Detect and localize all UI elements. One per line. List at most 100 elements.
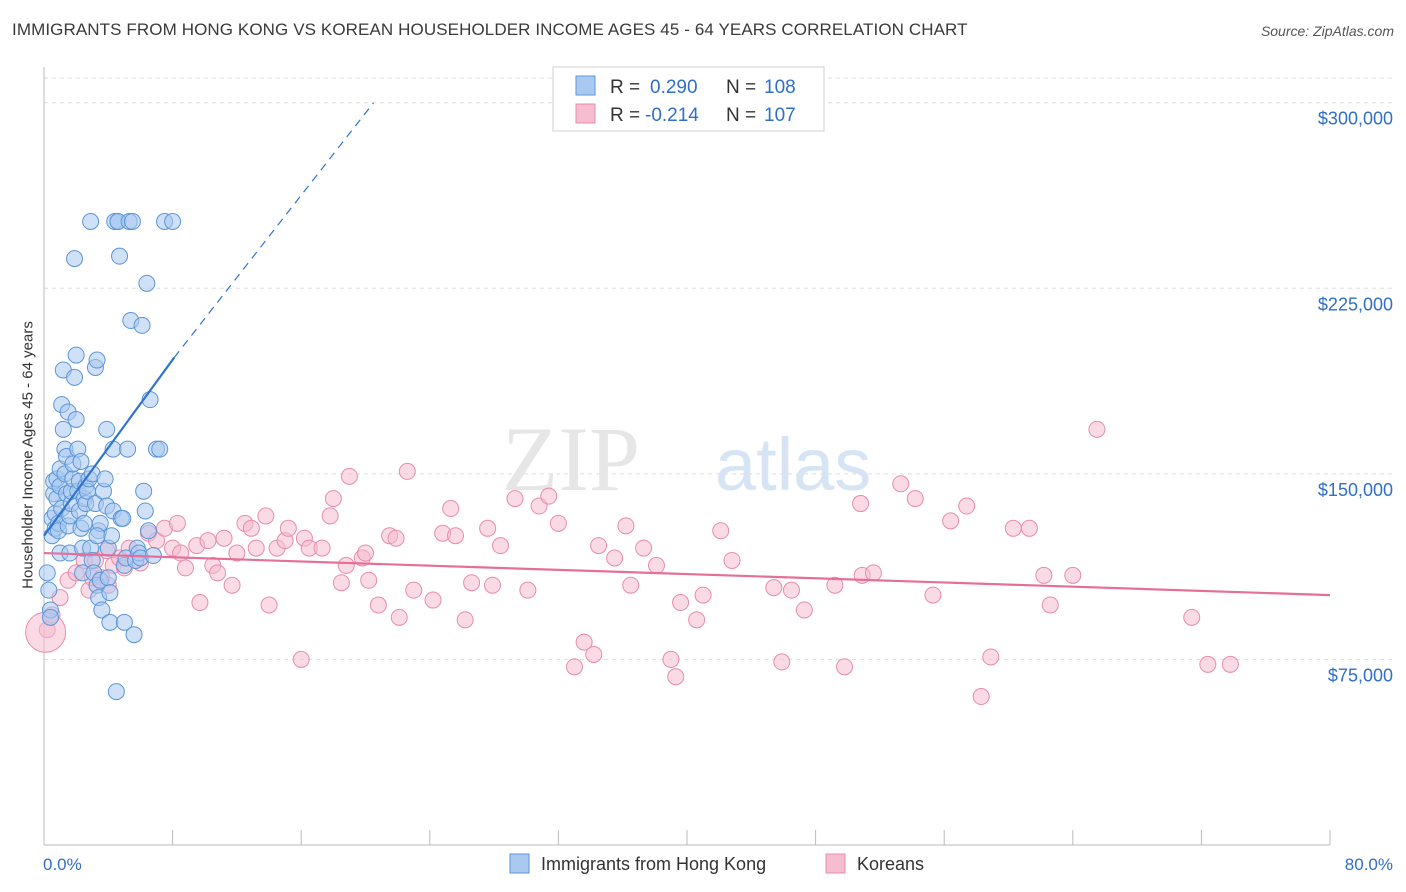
koreans-point bbox=[662, 650, 680, 668]
koreans-point bbox=[337, 556, 355, 574]
legend-swatch-hong-kong bbox=[509, 853, 530, 874]
hong-kong-point bbox=[133, 316, 151, 334]
grid-lines bbox=[44, 77, 1393, 660]
koreans-point bbox=[723, 551, 741, 569]
koreans-point bbox=[242, 519, 260, 537]
koreans-point bbox=[456, 611, 474, 629]
koreans-point bbox=[892, 475, 910, 493]
koreans-point bbox=[1035, 566, 1053, 584]
koreans-point bbox=[1221, 655, 1239, 673]
hong-kong-point bbox=[54, 420, 72, 438]
hong-kong-point bbox=[75, 514, 93, 532]
koreans-point bbox=[332, 574, 350, 592]
koreans-point bbox=[257, 507, 275, 525]
hong-kong-point bbox=[88, 351, 106, 369]
hong-kong-point bbox=[138, 274, 156, 292]
koreans-point bbox=[215, 529, 233, 547]
koreans-point bbox=[982, 648, 1000, 666]
koreans-point bbox=[369, 596, 387, 614]
koreans-point bbox=[575, 633, 593, 651]
hong-kong-point bbox=[119, 440, 137, 458]
stats-legend-blue-swatch bbox=[575, 75, 596, 96]
stats-r-label-blue: R = bbox=[610, 77, 640, 98]
koreans-point bbox=[672, 594, 690, 612]
stats-legend-pink-swatch bbox=[575, 103, 596, 124]
hong-kong-point bbox=[115, 613, 133, 631]
hong-kong-point bbox=[151, 440, 169, 458]
stats-r-value-pink: -0.214 bbox=[645, 105, 699, 126]
x-tick-label-max: 80.0% bbox=[1345, 855, 1393, 874]
koreans-trend-line bbox=[43, 551, 1331, 597]
hong-kong-point bbox=[66, 250, 84, 268]
series-legend: Immigrants from Hong Kong Koreans bbox=[509, 853, 924, 874]
hong-kong-point bbox=[123, 213, 141, 231]
hong-kong-point bbox=[93, 601, 111, 619]
koreans-point bbox=[390, 608, 408, 626]
hong-kong-point bbox=[139, 522, 157, 540]
hong-kong-point bbox=[107, 683, 125, 701]
hong-kong-point bbox=[125, 626, 143, 644]
koreans-point bbox=[463, 574, 481, 592]
koreans-point bbox=[483, 576, 501, 594]
koreans-point bbox=[622, 576, 640, 594]
koreans-point bbox=[1041, 596, 1059, 614]
koreans-point bbox=[540, 487, 558, 505]
koreans-point bbox=[958, 497, 976, 515]
chart-title: IMMIGRANTS FROM HONG KONG VS KOREAN HOUS… bbox=[12, 20, 968, 39]
koreans-point bbox=[176, 559, 194, 577]
koreans-point bbox=[1064, 566, 1082, 584]
koreans-point bbox=[1199, 655, 1217, 673]
source-label: Source: ZipAtlas.com bbox=[1260, 23, 1394, 39]
koreans-point bbox=[398, 462, 416, 480]
y-tick-label-2: $225,000 bbox=[1318, 294, 1393, 314]
koreans-point bbox=[617, 517, 635, 535]
koreans-point bbox=[228, 544, 246, 562]
y-tick-label-3: $300,000 bbox=[1318, 109, 1393, 129]
hong-kong-point bbox=[101, 613, 119, 631]
stats-r-label-pink: R = bbox=[610, 105, 640, 126]
koreans-point bbox=[519, 581, 537, 599]
koreans-point bbox=[852, 495, 870, 513]
koreans-point bbox=[667, 668, 685, 686]
hong-kong-point bbox=[40, 581, 58, 599]
hong-kong-point bbox=[135, 482, 153, 500]
koreans-point bbox=[942, 512, 960, 530]
koreans-point bbox=[506, 490, 524, 508]
hong-kong-point bbox=[96, 470, 114, 488]
koreans-point bbox=[836, 658, 854, 676]
watermark: ZIP atlas bbox=[502, 408, 871, 510]
koreans-point bbox=[357, 544, 374, 562]
stats-n-label-pink: N = bbox=[726, 105, 756, 126]
koreans-point bbox=[313, 539, 331, 557]
koreans-point bbox=[447, 527, 465, 545]
koreans-point bbox=[387, 529, 405, 547]
hong-kong-point bbox=[98, 420, 116, 438]
koreans-point bbox=[360, 571, 378, 589]
koreans-point bbox=[247, 539, 265, 557]
trend-lines bbox=[43, 102, 1331, 597]
koreans-point bbox=[442, 500, 460, 518]
koreans-point bbox=[906, 490, 924, 508]
koreans-point bbox=[606, 549, 624, 567]
hong-kong-point bbox=[72, 453, 90, 470]
hong-kong-point bbox=[99, 569, 117, 587]
koreans-point bbox=[712, 522, 730, 540]
hong-kong-point bbox=[66, 368, 84, 386]
watermark-atlas: atlas bbox=[715, 423, 871, 506]
koreans-point bbox=[223, 576, 241, 594]
koreans-point bbox=[279, 519, 297, 537]
stats-legend: R = 0.290 N = 108 R = -0.214 N = 107 bbox=[552, 66, 825, 132]
koreans-point bbox=[826, 576, 844, 594]
koreans-point bbox=[864, 564, 882, 582]
koreans-point bbox=[321, 507, 339, 525]
hong-kong-point bbox=[82, 213, 100, 231]
hong-kong-point bbox=[41, 608, 59, 626]
koreans-point bbox=[292, 650, 310, 668]
koreans-point bbox=[694, 586, 712, 604]
koreans-point bbox=[590, 537, 608, 555]
koreans-point bbox=[1088, 420, 1106, 438]
koreans-point bbox=[924, 586, 942, 604]
koreans-point bbox=[647, 556, 665, 574]
axes bbox=[43, 67, 1331, 846]
koreans-point bbox=[168, 514, 186, 532]
